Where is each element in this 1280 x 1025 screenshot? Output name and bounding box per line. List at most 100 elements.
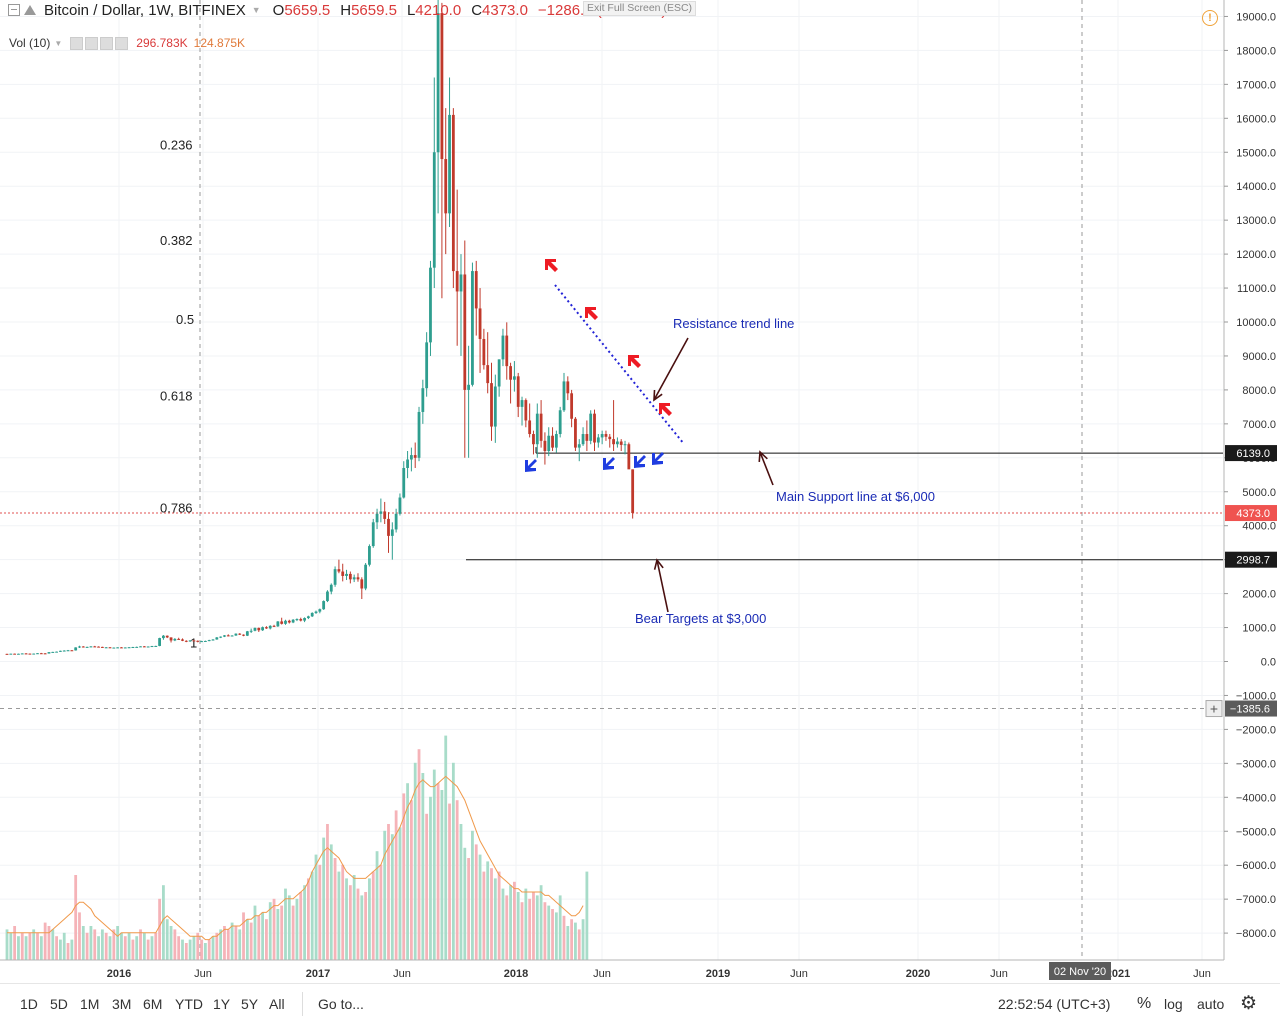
timeframe-1y[interactable]: 1Y xyxy=(213,996,231,1012)
volume-bar xyxy=(539,885,543,960)
candle-body xyxy=(36,653,39,655)
volume-bar xyxy=(158,898,161,960)
plus-icon[interactable] xyxy=(100,36,114,50)
percent-scale-button[interactable]: % xyxy=(1137,995,1152,1012)
gear-icon[interactable]: ⚙ xyxy=(1240,993,1258,1014)
candle-body xyxy=(612,439,615,445)
timeframe-all[interactable]: All xyxy=(269,996,285,1012)
volume-bar xyxy=(352,875,356,960)
log-scale-button[interactable]: log xyxy=(1164,996,1183,1012)
close-icon[interactable] xyxy=(115,36,129,50)
eye-icon[interactable] xyxy=(70,36,84,50)
candle-body xyxy=(596,437,600,443)
candle-body xyxy=(600,434,604,438)
volume-bar xyxy=(429,796,432,960)
alert-icon[interactable]: ! xyxy=(1202,10,1218,26)
candle-body xyxy=(371,522,375,547)
collapse-icon[interactable] xyxy=(8,4,20,16)
candle-body xyxy=(337,569,341,572)
volume-bar xyxy=(89,926,93,960)
volume-bar xyxy=(78,912,81,960)
candle-body xyxy=(55,651,58,653)
volume-bar xyxy=(162,885,165,960)
volume-bar xyxy=(413,762,417,960)
timeframe-6m[interactable]: 6M xyxy=(143,996,163,1012)
timeframe-1m[interactable]: 1M xyxy=(80,996,100,1012)
candle-body xyxy=(444,159,448,214)
price-label-box xyxy=(1225,505,1277,522)
candle-body xyxy=(581,434,585,445)
candle-body xyxy=(356,577,360,580)
volume-bar xyxy=(223,926,226,960)
candle-body xyxy=(253,627,257,631)
volume-bar xyxy=(20,932,24,960)
candle-body xyxy=(142,646,146,648)
candle-body xyxy=(448,114,451,214)
candle-body xyxy=(417,411,421,458)
exit-fullscreen-button[interactable]: Exit Full Screen (ESC) xyxy=(583,1,697,16)
blue-arrow-shape xyxy=(652,452,664,465)
volume-bar xyxy=(165,919,169,960)
candle-body xyxy=(493,386,497,427)
price-tick-label: 16000.0 xyxy=(1236,113,1276,125)
candle-body xyxy=(177,638,181,640)
volume-bar xyxy=(62,932,66,960)
horizontal-lines[interactable] xyxy=(466,447,1223,561)
timeframe-ytd[interactable]: YTD xyxy=(175,996,203,1012)
fibonacci-retracement[interactable]: 0.236 0.382 0.5 0.618 0.786 1 xyxy=(0,137,1223,650)
candle-body xyxy=(352,577,356,580)
volume-bar xyxy=(13,926,17,960)
chevron-down-icon[interactable]: ▼ xyxy=(54,38,63,48)
volume-bar xyxy=(226,929,230,960)
volume-bar xyxy=(524,888,528,960)
volume-bar xyxy=(566,926,570,960)
candle-body xyxy=(547,435,551,452)
volume-bar xyxy=(490,868,493,960)
timeframe-5d[interactable]: 5D xyxy=(50,996,68,1012)
time-tick-label: 2017 xyxy=(306,968,330,980)
candle-body xyxy=(516,376,520,407)
volume-bar xyxy=(280,905,284,960)
chevron-down-icon[interactable]: ▼ xyxy=(251,5,261,15)
volume-bar xyxy=(310,871,314,960)
candle-body xyxy=(13,653,17,655)
candle-body xyxy=(32,653,36,655)
candle-body xyxy=(570,393,574,419)
timeframe-5y[interactable]: 5Y xyxy=(241,996,259,1012)
symbol-title[interactable]: Bitcoin / Dollar, 1W, BITFINEX xyxy=(44,1,246,19)
volume-bar xyxy=(402,793,406,960)
price-tick-label: −2000.0 xyxy=(1236,724,1276,736)
volume-bar xyxy=(333,858,337,960)
plus-icon-glyph: + xyxy=(1210,701,1218,717)
chart-drawings[interactable]: Resistance trend line Main Support line a… xyxy=(525,259,935,626)
time-tick-label: 2019 xyxy=(706,968,730,980)
candle-body xyxy=(623,444,627,446)
candle-body xyxy=(482,338,486,366)
volume-bar xyxy=(383,830,387,960)
time-tick-label: Jun xyxy=(194,968,212,980)
candle-body xyxy=(558,410,562,435)
candle-body xyxy=(520,400,524,407)
hide-icon[interactable] xyxy=(24,5,36,15)
settings-icon[interactable] xyxy=(85,36,99,50)
volume-legend-label[interactable]: Vol (10) xyxy=(9,36,51,50)
candle-body xyxy=(509,366,512,380)
candle-body xyxy=(574,418,577,448)
volume-bar xyxy=(234,926,238,960)
volume-bar xyxy=(467,858,471,960)
red-arrow-icon xyxy=(585,307,598,320)
volume-bar xyxy=(471,830,474,960)
timeframe-1d[interactable]: 1D xyxy=(20,996,38,1012)
candle-body xyxy=(70,650,74,652)
candle-body xyxy=(577,444,581,448)
volume-bar xyxy=(47,926,51,960)
auto-scale-button[interactable]: auto xyxy=(1197,996,1225,1012)
candle-body xyxy=(322,601,326,610)
volume-bar xyxy=(9,932,13,960)
candle-body xyxy=(463,274,467,390)
price-tick-label: 15000.0 xyxy=(1236,147,1276,159)
goto-button[interactable]: Go to... xyxy=(318,996,364,1012)
timeframe-3m[interactable]: 3M xyxy=(112,996,132,1012)
fib-level-label: 0.236 xyxy=(160,137,193,152)
